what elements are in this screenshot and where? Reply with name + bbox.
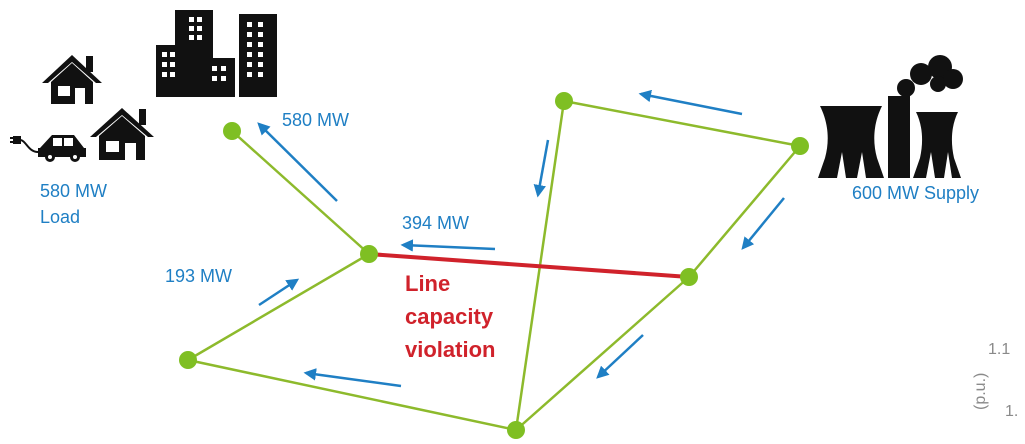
violation-line2: capacity: [405, 304, 494, 329]
flow-arrow-right: [741, 197, 785, 250]
flow-label-left: 193 MW: [165, 266, 233, 286]
flow-label-mid: 394 MW: [402, 213, 470, 233]
node: [507, 421, 525, 439]
supply-label: 600 MW Supply: [852, 183, 980, 203]
axis-tick: 1.: [1005, 403, 1019, 420]
flow-arrow-left: [258, 278, 300, 307]
line-d-g: [688, 145, 801, 278]
node: [223, 122, 241, 140]
house-icon: [90, 108, 154, 160]
flow-arrow-top-right: [638, 89, 743, 116]
violation-label: Line capacity violation: [405, 267, 495, 366]
flow-label-top: 580 MW: [282, 110, 350, 130]
node: [791, 137, 809, 155]
violation-line3: violation: [405, 337, 496, 362]
load-label: Load: [40, 207, 81, 227]
line-g-f: [515, 276, 690, 431]
node: [360, 245, 378, 263]
flow-arrow-center: [533, 139, 550, 198]
node: [179, 351, 197, 369]
house-icon: [42, 55, 102, 104]
node: [555, 92, 573, 110]
flow-arrow-top: [257, 122, 338, 202]
line-b-e: [187, 252, 370, 362]
power-plant-icon: [818, 55, 963, 178]
load-value-label: 580 MW: [40, 181, 108, 201]
car-charging-icon: [10, 135, 86, 162]
violation-line1: Line: [405, 271, 451, 296]
line-a-b: [231, 130, 370, 255]
flow-arrow-lower-right: [596, 334, 644, 379]
violation-line: [368, 252, 690, 279]
line-c-d: [563, 99, 801, 148]
flow-arrow-bottom: [303, 368, 402, 388]
node: [680, 268, 698, 286]
flow-arrow-mid: [400, 239, 496, 252]
axis-label-fragment: (p.u.): [972, 372, 989, 410]
line-e-f: [187, 358, 517, 432]
buildings-icon: [156, 10, 277, 97]
axis-tick: 1.1: [988, 341, 1011, 358]
